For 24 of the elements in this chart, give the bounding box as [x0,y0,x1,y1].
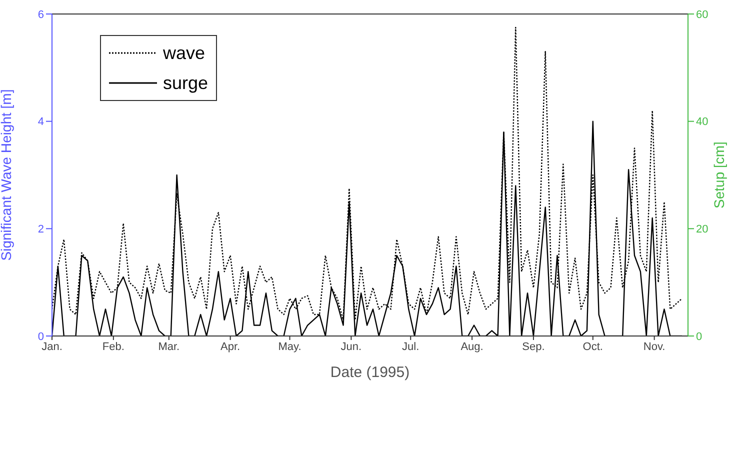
x-tick-label: Feb. [102,340,124,353]
y2-tick-label: 20 [696,224,708,236]
x-tick-label: Jan. [42,340,62,353]
y-tick-label: 0 [38,330,44,343]
x-tick-label: Jul. [402,340,420,353]
y2-axis-title: Setup [cm] [710,142,727,208]
y-tick-label: 4 [38,116,44,128]
y2-tick-label: 0 [696,330,702,343]
y-tick-label: 2 [38,224,44,236]
x-tick-label: Aug. [460,340,484,353]
x-tick-label: Mar. [158,340,180,353]
x-tick-label: Jun. [340,340,362,353]
x-tick-label: Apr. [220,340,240,353]
y-tick-label: 6 [38,8,44,21]
y2-tick-label: 40 [696,116,708,128]
y-axis-title: Significant Wave Height [m] [0,89,14,261]
x-tick-label: May. [278,340,302,353]
x-axis-title: Date (1995) [330,364,410,381]
x-tick-label: Sep. [522,340,545,353]
x-tick-label: Nov. [643,340,666,353]
y2-tick-label: 60 [696,8,708,21]
legend-label: surge [163,72,208,95]
legend-label: wave [163,42,206,65]
x-tick-label: Oct. [582,340,603,353]
